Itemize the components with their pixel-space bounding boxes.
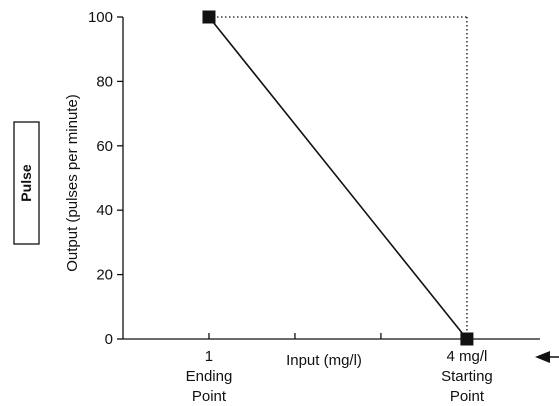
x-tick-label: 4 mg/l bbox=[446, 348, 487, 365]
axes bbox=[122, 17, 540, 340]
data-point-marker bbox=[202, 10, 216, 24]
data-point-marker bbox=[460, 332, 474, 346]
y-tick-label: 60 bbox=[96, 138, 113, 155]
guides bbox=[208, 16, 468, 339]
y-tick-label: 20 bbox=[96, 267, 113, 284]
x-tick-label: 1 bbox=[205, 348, 213, 365]
series bbox=[202, 10, 474, 346]
pulse-box: Pulse bbox=[13, 121, 40, 245]
y-tick-label: 40 bbox=[96, 202, 113, 219]
x-tick-sublabel: Starting bbox=[441, 368, 493, 385]
y-tick-label: 0 bbox=[105, 331, 113, 348]
y-tick-label: 80 bbox=[96, 73, 113, 90]
left-arrow-icon bbox=[535, 351, 559, 363]
x-tick-sublabel: Point bbox=[450, 388, 485, 405]
x-axis-title: Input (mg/l) bbox=[286, 352, 362, 369]
pulse-box-frame bbox=[13, 121, 40, 245]
y-ticks: 0 20 40 60 80 100 bbox=[88, 9, 123, 348]
x-tick-sublabel: Ending bbox=[186, 368, 233, 385]
y-tick-label: 100 bbox=[88, 9, 113, 26]
x-ticks: 1 Ending Point 4 mg/l Starting Point bbox=[186, 333, 493, 405]
arrow-head bbox=[535, 351, 550, 363]
y-axis-title: Output (pulses per minute) bbox=[64, 94, 81, 272]
series-line bbox=[208, 16, 468, 340]
x-tick-sublabel: Point bbox=[192, 388, 227, 405]
pulse-label: Pulse bbox=[18, 164, 34, 202]
